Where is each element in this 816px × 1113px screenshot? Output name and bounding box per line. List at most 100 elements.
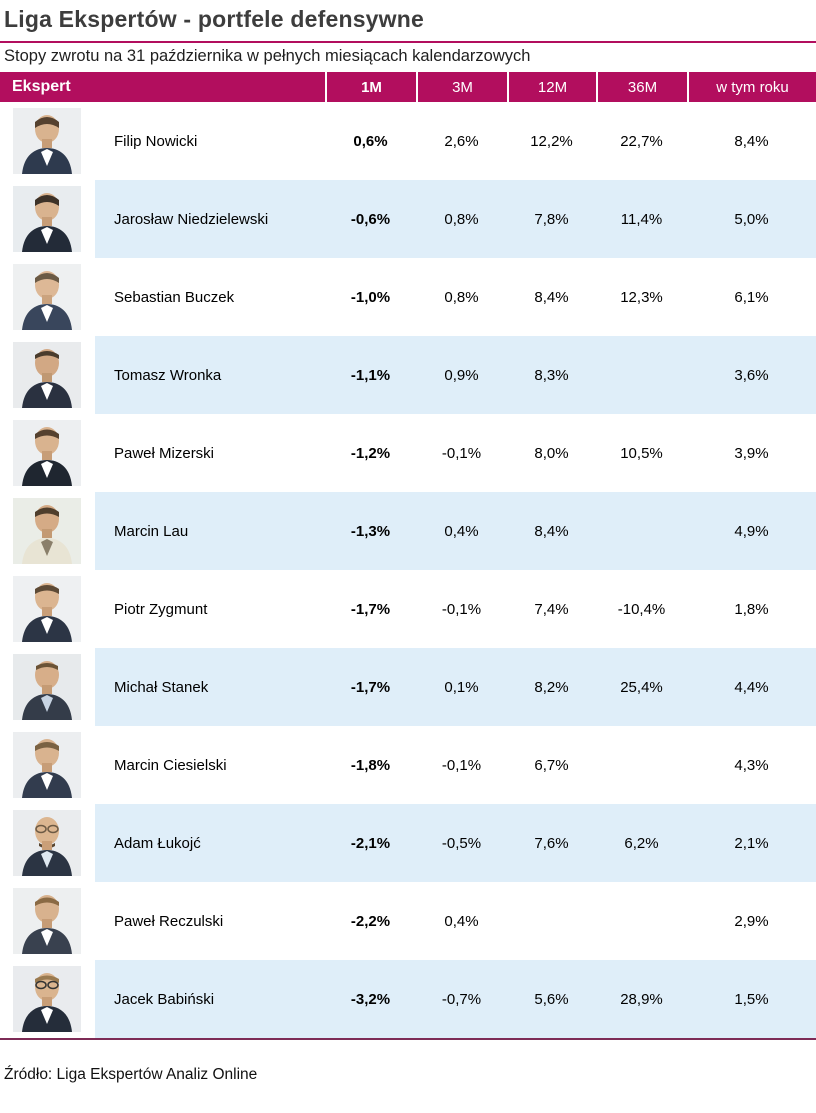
return-1m: -1,7% [350,678,391,696]
person-portrait-icon [13,498,81,564]
row-data: Filip Nowicki 0,6% 2,6% 12,2% 22,7% 8,4% [95,102,816,180]
table-row: Tomasz Wronka -1,1% 0,9% 8,3% 3,6% [0,336,816,414]
column-header-3m: 3M [416,72,507,102]
expert-photo [0,414,95,492]
expert-name: Jarosław Niedzielewski [114,210,269,228]
return-36m: 28,9% [620,990,663,1008]
return-3m: 0,1% [444,678,479,696]
expert-photo [0,258,95,336]
column-header-1m: 1M [325,72,416,102]
expert-photo [0,960,95,1038]
row-data: Piotr Zygmunt -1,7% -0,1% 7,4% -10,4% 1,… [95,570,816,648]
expert-photo [0,648,95,726]
return-36m: 22,7% [620,132,663,150]
column-header-ekspert: Ekspert [12,78,71,95]
return-ytd: 3,6% [734,366,769,384]
return-3m: -0,1% [441,600,482,618]
return-12m: 12,2% [530,132,573,150]
return-ytd: 1,8% [734,600,769,618]
column-header-12m: 12M [507,72,596,102]
table-row: Filip Nowicki 0,6% 2,6% 12,2% 22,7% 8,4% [0,102,816,180]
return-12m: 8,3% [534,366,569,384]
return-ytd: 4,9% [734,522,769,540]
return-36m: 11,4% [620,210,663,228]
return-1m: 0,6% [353,132,388,150]
return-1m: -1,8% [350,756,391,774]
row-data: Marcin Lau -1,3% 0,4% 8,4% 4,9% [95,492,816,570]
expert-photo [0,804,95,882]
return-12m: 8,2% [534,678,569,696]
return-1m: -1,0% [350,288,391,306]
return-3m: -0,5% [441,834,482,852]
return-36m: -10,4% [617,600,666,618]
person-portrait-icon [13,576,81,642]
row-data: Paweł Reczulski -2,2% 0,4% 2,9% [95,882,816,960]
person-portrait-icon [13,342,81,408]
table-row: Jacek Babiński -3,2% -0,7% 5,6% 28,9% 1,… [0,960,816,1038]
return-ytd: 1,5% [734,990,769,1008]
person-portrait-icon [13,888,81,954]
table-row: Adam Łukojć -2,1% -0,5% 7,6% 6,2% 2,1% [0,804,816,882]
return-3m: -0,7% [441,990,482,1008]
row-data: Michał Stanek -1,7% 0,1% 8,2% 25,4% 4,4% [95,648,816,726]
column-header-ytd: w tym roku [687,72,816,102]
expert-name: Paweł Reczulski [114,912,224,930]
return-ytd: 5,0% [734,210,769,228]
person-portrait-icon [13,264,81,330]
row-data: Sebastian Buczek -1,0% 0,8% 8,4% 12,3% 6… [95,258,816,336]
return-1m: -2,1% [350,834,391,852]
experts-table: Ekspert 1M 3M 12M 36M w tym roku Filip N… [0,72,816,1038]
table-row: Marcin Ciesielski -1,8% -0,1% 6,7% 4,3% [0,726,816,804]
return-ytd: 2,9% [734,912,769,930]
table-row: Sebastian Buczek -1,0% 0,8% 8,4% 12,3% 6… [0,258,816,336]
return-1m: -1,7% [350,600,391,618]
person-portrait-icon [13,186,81,252]
return-3m: 0,8% [444,210,479,228]
table-row: Michał Stanek -1,7% 0,1% 8,2% 25,4% 4,4% [0,648,816,726]
source-note: Źródło: Liga Ekspertów Analiz Online [4,1066,258,1083]
column-header-36m: 36M [596,72,687,102]
return-ytd: 6,1% [734,288,769,306]
return-36m: 6,2% [624,834,659,852]
return-ytd: 8,4% [734,132,769,150]
person-portrait-icon [13,654,81,720]
return-36m: 10,5% [620,444,663,462]
table-row: Paweł Mizerski -1,2% -0,1% 8,0% 10,5% 3,… [0,414,816,492]
return-ytd: 4,4% [734,678,769,696]
return-1m: -3,2% [350,990,391,1008]
return-12m: 7,6% [534,834,569,852]
return-12m: 8,0% [534,444,569,462]
return-3m: 0,4% [444,522,479,540]
return-1m: -2,2% [350,912,391,930]
expert-name: Marcin Ciesielski [114,756,227,774]
return-12m: 8,4% [534,288,569,306]
return-3m: 0,4% [444,912,479,930]
table-row: Paweł Reczulski -2,2% 0,4% 2,9% [0,882,816,960]
return-12m: 6,7% [534,756,569,774]
row-data: Marcin Ciesielski -1,8% -0,1% 6,7% 4,3% [95,726,816,804]
return-1m: -1,2% [350,444,391,462]
expert-photo [0,726,95,804]
expert-name: Michał Stanek [114,678,209,696]
expert-photo [0,102,95,180]
title-divider [0,41,816,43]
return-1m: -1,1% [350,366,391,384]
expert-name: Piotr Zygmunt [114,600,208,618]
row-data: Paweł Mizerski -1,2% -0,1% 8,0% 10,5% 3,… [95,414,816,492]
expert-photo [0,336,95,414]
expert-photo [0,570,95,648]
table-header: Ekspert 1M 3M 12M 36M w tym roku [0,72,816,102]
return-36m: 12,3% [620,288,663,306]
expert-name: Marcin Lau [114,522,189,540]
person-portrait-icon [13,966,81,1032]
return-3m: -0,1% [441,756,482,774]
row-data: Jarosław Niedzielewski -0,6% 0,8% 7,8% 1… [95,180,816,258]
expert-name: Tomasz Wronka [114,366,222,384]
expert-name: Adam Łukojć [114,834,201,852]
person-portrait-icon [13,108,81,174]
return-12m: 7,8% [534,210,569,228]
return-ytd: 2,1% [734,834,769,852]
expert-name: Paweł Mizerski [114,444,215,462]
expert-name: Filip Nowicki [114,132,198,150]
